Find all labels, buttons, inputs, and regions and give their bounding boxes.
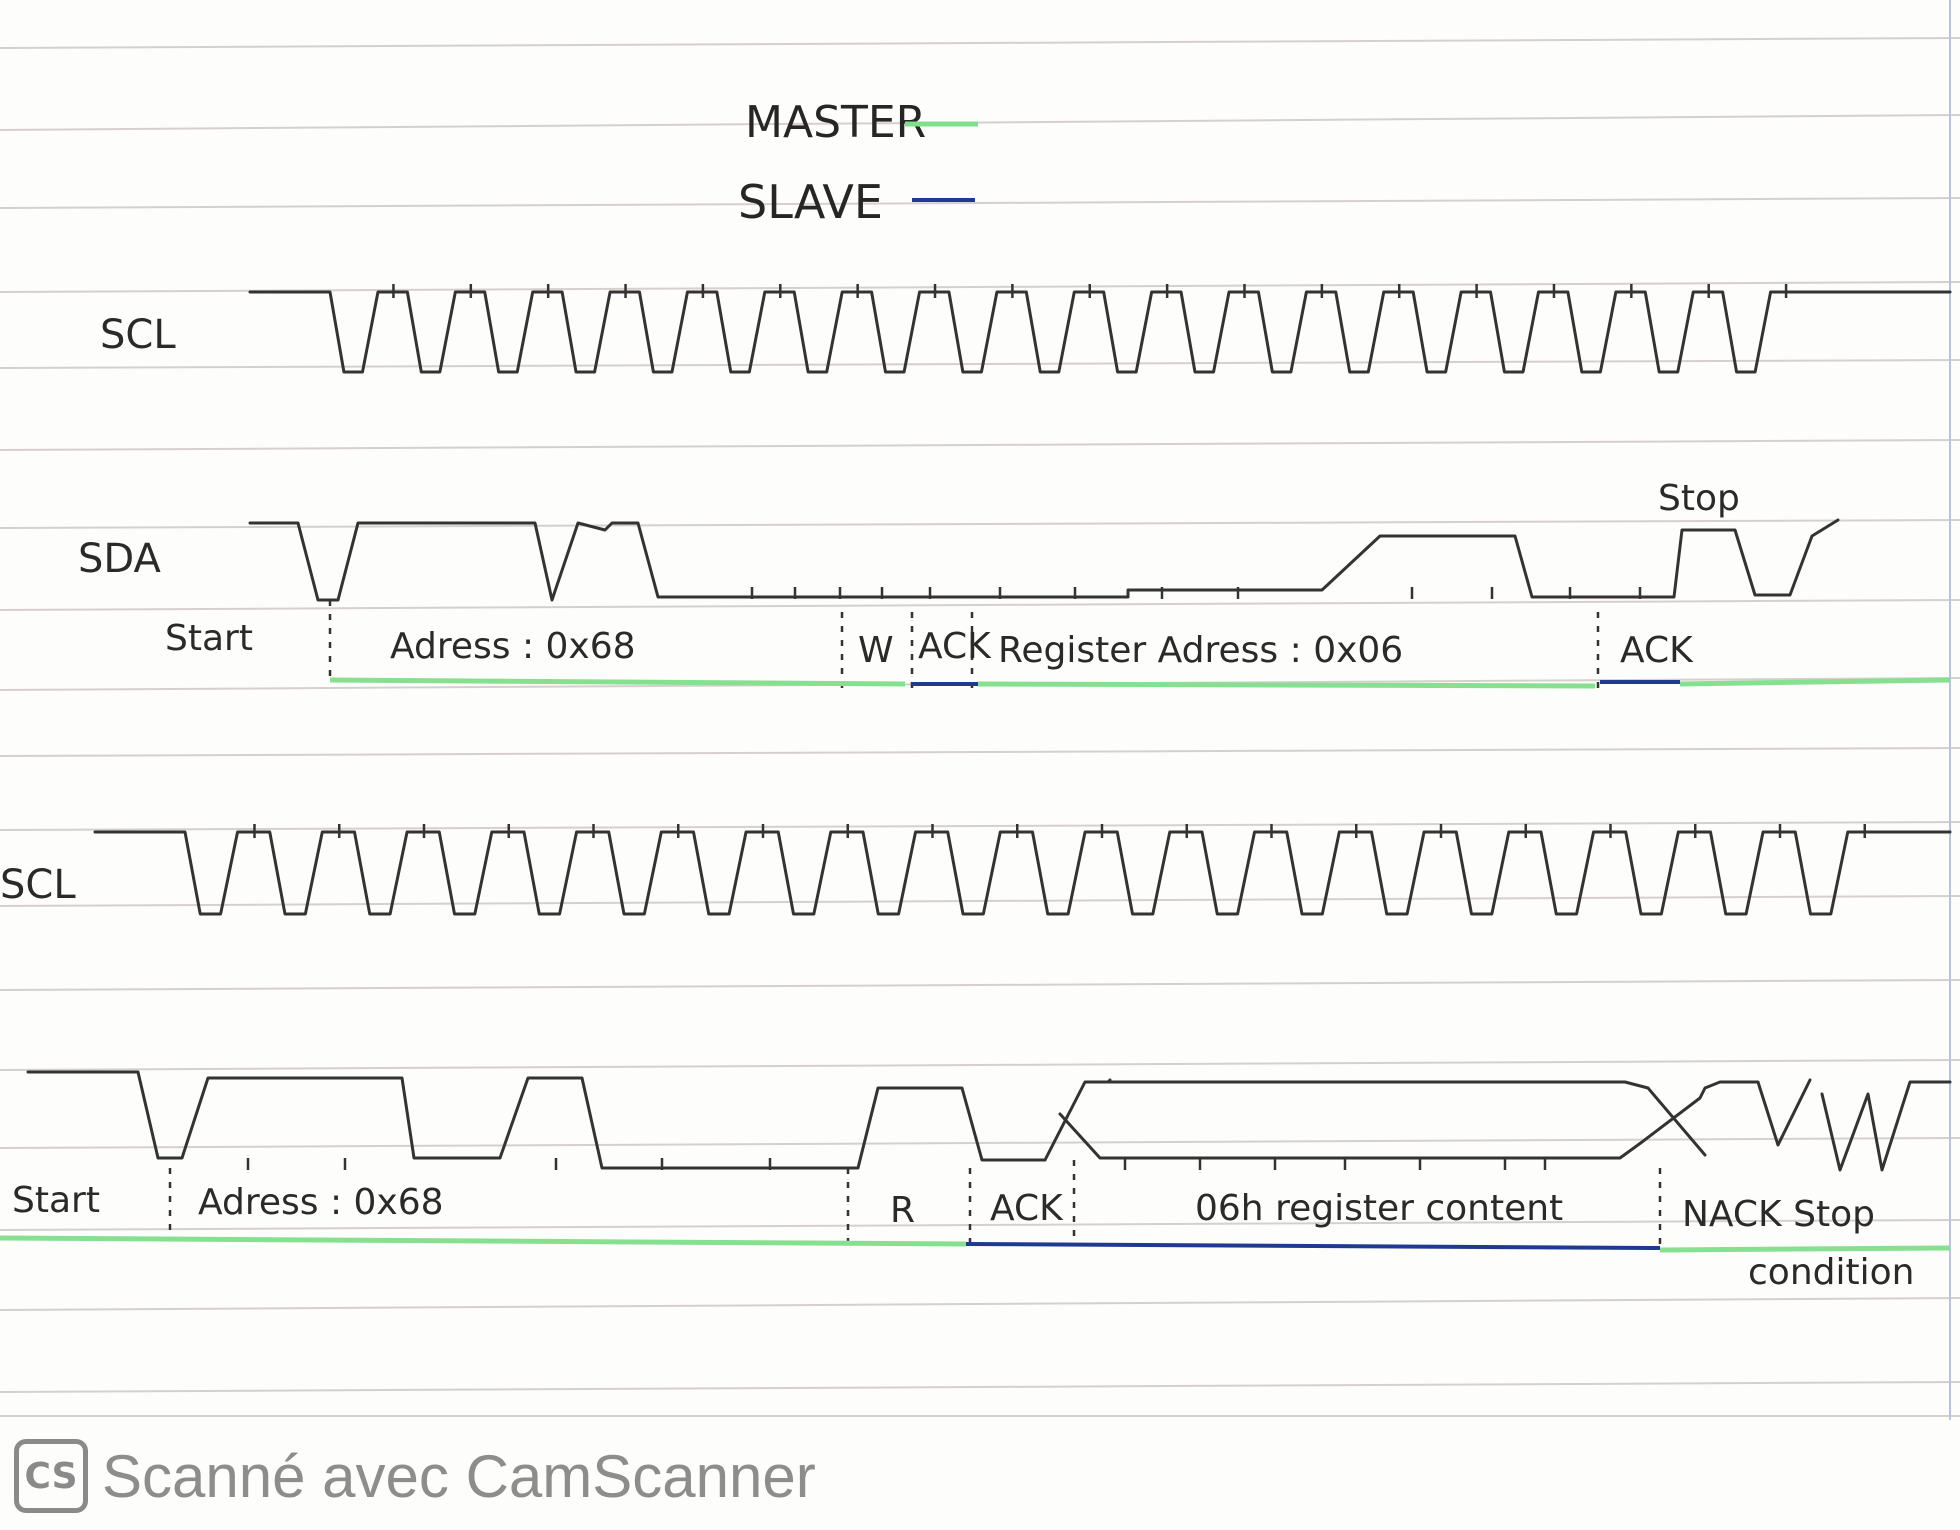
read-slave-underline-content bbox=[965, 1242, 1661, 1250]
read-start-label: Start bbox=[12, 1180, 100, 1221]
legend-master-label: MASTER bbox=[745, 97, 926, 148]
legend: MASTER SLAVE bbox=[738, 97, 978, 229]
read-condition-label: condition bbox=[1748, 1252, 1914, 1293]
write-rw-label: W bbox=[858, 630, 894, 671]
legend-slave-label: SLAVE bbox=[738, 175, 883, 229]
camscanner-logo-icon: CS bbox=[14, 1439, 88, 1513]
read-content-label: 06h register content bbox=[1195, 1188, 1563, 1229]
write-ack-label: ACK bbox=[918, 626, 992, 667]
write-scl-label: SCL bbox=[100, 312, 176, 358]
write-address-label: Adress : 0x68 bbox=[390, 626, 636, 667]
read-ack-label: ACK bbox=[990, 1188, 1064, 1229]
write-ack2-label: ACK bbox=[1620, 630, 1694, 671]
read-rw-label: R bbox=[890, 1190, 915, 1231]
camscanner-watermark: CS Scanné avec CamScanner bbox=[14, 1436, 816, 1516]
read-scl-clock-ticks bbox=[253, 824, 1866, 838]
read-master-underline-nack bbox=[1659, 1245, 1951, 1253]
ruled-lines bbox=[0, 37, 1960, 1417]
write-scl-clock-ticks bbox=[392, 284, 1788, 298]
write-stop-label: Stop bbox=[1658, 478, 1740, 519]
write-master-underline-stop bbox=[1679, 677, 1951, 687]
read-address-label: Adress : 0x68 bbox=[198, 1182, 444, 1223]
read-sda-bit-ticks bbox=[246, 1158, 1547, 1170]
write-sda-bit-ticks bbox=[750, 587, 1642, 599]
write-register-label: Register Adress : 0x06 bbox=[998, 630, 1403, 671]
read-sda-waveform bbox=[26, 1070, 1952, 1172]
camscanner-text: Scanné avec CamScanner bbox=[102, 1442, 816, 1510]
write-sda-waveform bbox=[248, 518, 1840, 602]
read-scl-label: SCL bbox=[0, 862, 76, 908]
write-master-underline-register bbox=[977, 681, 1596, 689]
write-master-underline-address bbox=[329, 677, 906, 687]
read-master-underline-address bbox=[0, 1235, 967, 1247]
write-sda-label: SDA bbox=[78, 536, 161, 582]
write-scl-waveform bbox=[248, 290, 1952, 374]
read-nack-stop-label: NACK Stop bbox=[1682, 1194, 1875, 1235]
read-scl-waveform bbox=[93, 830, 1952, 916]
write-start-label: Start bbox=[165, 618, 253, 659]
